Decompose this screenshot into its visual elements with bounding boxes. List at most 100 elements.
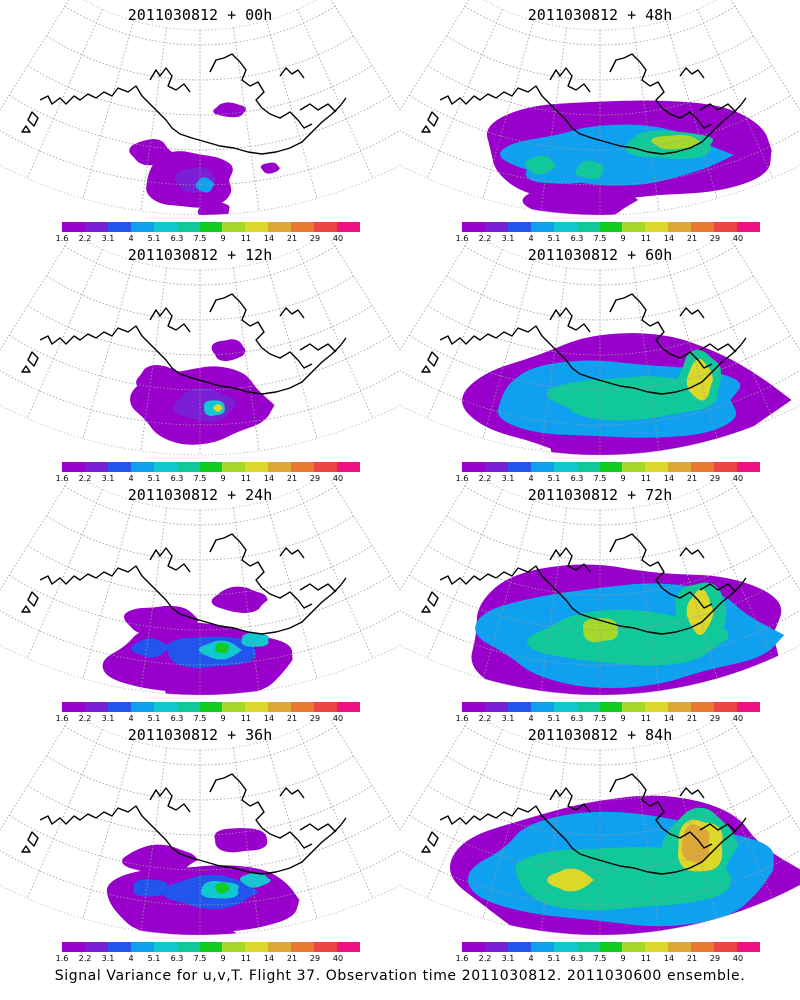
colorbar-swatch: [462, 462, 485, 472]
colorbar-swatch: [84, 702, 108, 712]
colorbar-tick-label: 11: [640, 954, 652, 963]
coastline: [661, 827, 713, 849]
colorbar-swatch: [576, 942, 600, 952]
colorbar-swatch: [576, 222, 600, 232]
colorbar-swatch: [314, 942, 338, 952]
colorbar-swatch: [484, 222, 508, 232]
coastline: [609, 773, 665, 829]
colorbar-swatch: [530, 942, 554, 952]
colorbar: [462, 942, 760, 952]
colorbar-tick-label: 5.1: [547, 714, 561, 723]
coastline: [149, 307, 191, 333]
coastline: [661, 107, 713, 129]
panel-title: 2011030812 + 84h: [527, 726, 673, 744]
colorbar-tick-label: 7.5: [193, 234, 207, 243]
latitude-line: [464, 725, 736, 766]
map-frame: [400, 240, 800, 456]
coastline: [209, 53, 265, 109]
latitude-line: [64, 725, 336, 766]
colorbar-tick-label: 40: [732, 474, 744, 483]
meridian-line: [665, 260, 718, 439]
field-contour: [214, 828, 268, 853]
colorbar-swatch: [291, 222, 315, 232]
colorbar-tick-label: 7.5: [193, 474, 207, 483]
colorbar-swatch: [130, 462, 154, 472]
colorbar-swatch: [268, 942, 292, 952]
colorbar-swatch: [668, 942, 692, 952]
panel-title: 2011030812 + 60h: [527, 246, 673, 264]
meridian-line: [665, 740, 718, 919]
colorbar-swatch: [62, 702, 85, 712]
coastline: [39, 333, 97, 345]
colorbar-tick-label: 9: [620, 954, 626, 963]
coastline: [21, 845, 31, 853]
colorbar-swatch: [668, 702, 692, 712]
coastline: [21, 605, 31, 613]
meridian-line: [330, 720, 400, 831]
colorbar-swatch: [599, 462, 623, 472]
coastline: [439, 93, 497, 105]
field-contour: [214, 882, 230, 894]
meridian-line: [26, 489, 103, 659]
colorbar-tick-label: 1.6: [55, 954, 69, 963]
field-contour: [136, 365, 183, 395]
field-layer: [129, 102, 280, 216]
map-panel: 2011030812 + 72h 1.6 2.2 3.1 4 5.1 6.3 7.5 9 11 14…: [400, 480, 800, 723]
coastline: [95, 85, 347, 155]
colorbar-swatch: [484, 702, 508, 712]
colorbar-tick-label: 14: [663, 474, 675, 483]
colorbar-tick-label: 9: [620, 234, 626, 243]
colorbar-tick-label: 11: [240, 954, 252, 963]
colorbar-swatch: [484, 942, 508, 952]
colorbar-tick-label: 7.5: [193, 714, 207, 723]
colorbar-swatch: [530, 702, 554, 712]
colorbar-tick-label: 2.2: [478, 714, 492, 723]
meridian-line: [482, 740, 535, 919]
colorbar-swatch: [668, 222, 692, 232]
map-frame: [0, 0, 400, 216]
coastline: [495, 565, 747, 635]
coastline: [427, 351, 439, 367]
panel-title: 2011030812 + 36h: [127, 726, 273, 744]
colorbar-swatch: [176, 702, 200, 712]
coastline: [299, 583, 337, 593]
colorbar-swatch: [245, 222, 269, 232]
colorbar-swatch: [314, 702, 338, 712]
coastline: [609, 53, 665, 109]
colorbar-swatch: [337, 702, 360, 712]
colorbar-tick-label: 2.2: [78, 714, 92, 723]
map-panel: 2011030812 + 12h 1.6 2.2 3.1 4 5.1 6.3 7.5 9 11 14…: [0, 240, 400, 483]
latitude-line: [9, 814, 391, 871]
coastline: [39, 93, 97, 105]
colorbar-tick-label: 21: [286, 474, 298, 483]
colorbar-tick-label: 7.5: [193, 954, 207, 963]
coastline: [495, 85, 747, 155]
colorbar-tick-label: 5.1: [147, 234, 161, 243]
colorbar-tick-label: 4: [528, 474, 534, 483]
colorbar-tick-label: 4: [128, 234, 134, 243]
colorbar-tick-label: 2.2: [78, 234, 92, 243]
latitude-line: [427, 305, 773, 356]
field-contour: [546, 376, 719, 421]
colorbar-labels: 1.6 2.2 3.1 4 5.1 6.3 7.5 9 11 14 21 29 40: [456, 954, 760, 964]
field-contour: [161, 921, 239, 936]
colorbar-tick-label: 21: [286, 234, 298, 243]
colorbar-swatch: [199, 462, 223, 472]
meridian-line: [697, 489, 774, 659]
colorbar-swatch: [84, 462, 108, 472]
meridian-line: [330, 480, 400, 591]
coastline: [427, 591, 439, 607]
map-frame: [400, 480, 800, 696]
field-layer: [486, 100, 772, 216]
coastline: [699, 343, 737, 353]
field-contour: [211, 339, 246, 362]
meridian-line: [633, 267, 660, 451]
colorbar-tick-label: 1.6: [455, 474, 469, 483]
colorbar-tick-label: 40: [732, 954, 744, 963]
coastline: [149, 67, 191, 93]
colorbar-swatch: [576, 462, 600, 472]
latitude-line: [64, 485, 336, 526]
coastline: [279, 67, 305, 79]
colorbar: [62, 942, 360, 952]
colorbar-tick-label: 3.1: [101, 714, 115, 723]
